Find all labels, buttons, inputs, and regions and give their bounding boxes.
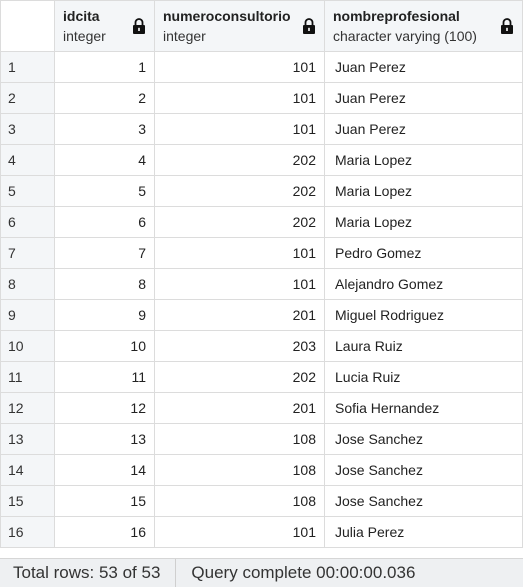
- status-bar: Total rows: 53 of 53 Query complete 00:0…: [0, 558, 523, 587]
- table-row[interactable]: 9 9 201 Miguel Rodriguez: [0, 299, 523, 331]
- cell-numeroconsultorio[interactable]: 101: [154, 82, 325, 114]
- cell-idcita[interactable]: 1: [54, 51, 155, 83]
- table-row[interactable]: 2 2 101 Juan Perez: [0, 82, 523, 114]
- row-number-header[interactable]: [0, 0, 55, 52]
- row-number[interactable]: 1: [0, 51, 55, 83]
- table-row[interactable]: 11 11 202 Lucia Ruiz: [0, 361, 523, 393]
- cell-nombreprofesional[interactable]: Miguel Rodriguez: [324, 299, 523, 331]
- row-number[interactable]: 5: [0, 175, 55, 207]
- row-number[interactable]: 8: [0, 268, 55, 300]
- results-grid: idcita integer numeroconsultorio integer: [0, 0, 523, 548]
- cell-numeroconsultorio[interactable]: 101: [154, 516, 325, 548]
- column-type: character varying (100): [333, 28, 477, 44]
- cell-nombreprofesional[interactable]: Jose Sanchez: [324, 454, 523, 486]
- table-row[interactable]: 15 15 108 Jose Sanchez: [0, 485, 523, 517]
- cell-nombreprofesional[interactable]: Juan Perez: [324, 82, 523, 114]
- cell-nombreprofesional[interactable]: Juan Perez: [324, 51, 523, 83]
- cell-numeroconsultorio[interactable]: 101: [154, 113, 325, 145]
- column-header-numeroconsultorio[interactable]: numeroconsultorio integer: [154, 0, 325, 52]
- cell-numeroconsultorio[interactable]: 108: [154, 454, 325, 486]
- column-header-idcita[interactable]: idcita integer: [54, 0, 155, 52]
- row-number[interactable]: 10: [0, 330, 55, 362]
- table-row[interactable]: 8 8 101 Alejandro Gomez: [0, 268, 523, 300]
- cell-numeroconsultorio[interactable]: 101: [154, 237, 325, 269]
- cell-idcita[interactable]: 10: [54, 330, 155, 362]
- table-row[interactable]: 1 1 101 Juan Perez: [0, 51, 523, 83]
- cell-numeroconsultorio[interactable]: 101: [154, 51, 325, 83]
- cell-numeroconsultorio[interactable]: 108: [154, 423, 325, 455]
- cell-nombreprofesional[interactable]: Lucia Ruiz: [324, 361, 523, 393]
- cell-numeroconsultorio[interactable]: 202: [154, 206, 325, 238]
- cell-numeroconsultorio[interactable]: 202: [154, 175, 325, 207]
- cell-numeroconsultorio[interactable]: 202: [154, 144, 325, 176]
- total-rows-status: Total rows: 53 of 53: [0, 559, 177, 587]
- cell-idcita[interactable]: 8: [54, 268, 155, 300]
- row-number[interactable]: 12: [0, 392, 55, 424]
- query-status: Query complete 00:00:00.036: [191, 563, 416, 582]
- lock-icon: [303, 18, 315, 34]
- table-row[interactable]: 10 10 203 Laura Ruiz: [0, 330, 523, 362]
- lock-icon: [133, 18, 145, 34]
- cell-idcita[interactable]: 12: [54, 392, 155, 424]
- row-number[interactable]: 16: [0, 516, 55, 548]
- row-number[interactable]: 2: [0, 82, 55, 114]
- table-row[interactable]: 12 12 201 Sofia Hernandez: [0, 392, 523, 424]
- cell-idcita[interactable]: 2: [54, 82, 155, 114]
- cell-numeroconsultorio[interactable]: 203: [154, 330, 325, 362]
- row-number[interactable]: 13: [0, 423, 55, 455]
- cell-idcita[interactable]: 9: [54, 299, 155, 331]
- row-number[interactable]: 4: [0, 144, 55, 176]
- table-row[interactable]: 14 14 108 Jose Sanchez: [0, 454, 523, 486]
- header-row: idcita integer numeroconsultorio integer: [0, 0, 523, 52]
- results-table: idcita integer numeroconsultorio integer: [0, 0, 523, 548]
- cell-nombreprofesional[interactable]: Juan Perez: [324, 113, 523, 145]
- cell-numeroconsultorio[interactable]: 101: [154, 268, 325, 300]
- cell-numeroconsultorio[interactable]: 202: [154, 361, 325, 393]
- cell-idcita[interactable]: 15: [54, 485, 155, 517]
- cell-idcita[interactable]: 4: [54, 144, 155, 176]
- row-number[interactable]: 11: [0, 361, 55, 393]
- table-row[interactable]: 5 5 202 Maria Lopez: [0, 175, 523, 207]
- column-header-nombreprofesional[interactable]: nombreprofesional character varying (100…: [324, 0, 523, 52]
- cell-idcita[interactable]: 16: [54, 516, 155, 548]
- table-row[interactable]: 3 3 101 Juan Perez: [0, 113, 523, 145]
- cell-nombreprofesional[interactable]: Alejandro Gomez: [324, 268, 523, 300]
- cell-idcita[interactable]: 11: [54, 361, 155, 393]
- row-number[interactable]: 9: [0, 299, 55, 331]
- cell-nombreprofesional[interactable]: Maria Lopez: [324, 144, 523, 176]
- cell-nombreprofesional[interactable]: Maria Lopez: [324, 175, 523, 207]
- row-number[interactable]: 15: [0, 485, 55, 517]
- cell-idcita[interactable]: 14: [54, 454, 155, 486]
- row-number[interactable]: 6: [0, 206, 55, 238]
- cell-nombreprofesional[interactable]: Jose Sanchez: [324, 485, 523, 517]
- column-name: nombreprofesional: [333, 8, 460, 24]
- cell-idcita[interactable]: 6: [54, 206, 155, 238]
- table-row[interactable]: 6 6 202 Maria Lopez: [0, 206, 523, 238]
- column-type: integer: [163, 28, 206, 44]
- column-name: numeroconsultorio: [163, 8, 291, 24]
- row-number[interactable]: 7: [0, 237, 55, 269]
- cell-numeroconsultorio[interactable]: 108: [154, 485, 325, 517]
- table-row[interactable]: 7 7 101 Pedro Gomez: [0, 237, 523, 269]
- cell-nombreprofesional[interactable]: Julia Perez: [324, 516, 523, 548]
- cell-idcita[interactable]: 5: [54, 175, 155, 207]
- column-type: integer: [63, 28, 106, 44]
- cell-idcita[interactable]: 7: [54, 237, 155, 269]
- table-row[interactable]: 13 13 108 Jose Sanchez: [0, 423, 523, 455]
- row-number[interactable]: 14: [0, 454, 55, 486]
- cell-nombreprofesional[interactable]: Laura Ruiz: [324, 330, 523, 362]
- column-name: idcita: [63, 8, 100, 24]
- cell-nombreprofesional[interactable]: Maria Lopez: [324, 206, 523, 238]
- cell-nombreprofesional[interactable]: Jose Sanchez: [324, 423, 523, 455]
- table-row[interactable]: 4 4 202 Maria Lopez: [0, 144, 523, 176]
- cell-idcita[interactable]: 13: [54, 423, 155, 455]
- row-number[interactable]: 3: [0, 113, 55, 145]
- cell-idcita[interactable]: 3: [54, 113, 155, 145]
- cell-nombreprofesional[interactable]: Sofia Hernandez: [324, 392, 523, 424]
- lock-icon: [501, 18, 513, 34]
- cell-numeroconsultorio[interactable]: 201: [154, 392, 325, 424]
- table-row[interactable]: 16 16 101 Julia Perez: [0, 516, 523, 548]
- cell-numeroconsultorio[interactable]: 201: [154, 299, 325, 331]
- cell-nombreprofesional[interactable]: Pedro Gomez: [324, 237, 523, 269]
